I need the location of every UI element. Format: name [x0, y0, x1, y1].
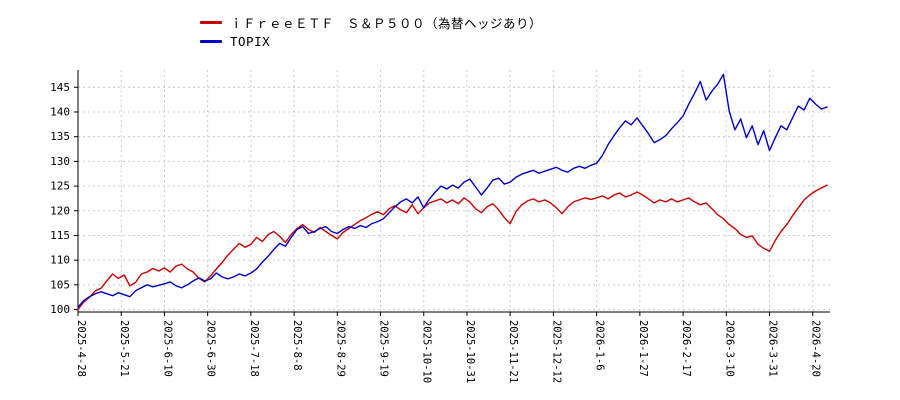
legend-item-sp500-hedged: ｉＦｒｅｅＥＴＦ Ｓ＆Ｐ５００（為替ヘッジあり） — [200, 14, 543, 31]
svg-text:145: 145 — [50, 81, 70, 94]
svg-text:2025-9-19: 2025-9-19 — [378, 320, 390, 377]
svg-text:2025-8-8: 2025-8-8 — [291, 320, 303, 371]
chart-legend: ｉＦｒｅｅＥＴＦ Ｓ＆Ｐ５００（為替ヘッジあり） TOPIX — [200, 14, 542, 49]
svg-text:2026-4-20: 2026-4-20 — [810, 320, 822, 377]
svg-text:110: 110 — [50, 254, 70, 267]
svg-text:135: 135 — [50, 130, 70, 143]
svg-text:2025-7-18: 2025-7-18 — [248, 320, 260, 377]
blue-line-swatch-icon — [200, 39, 222, 43]
svg-text:130: 130 — [50, 155, 70, 168]
red-line-swatch-icon — [200, 20, 222, 24]
svg-text:2026-1-6: 2026-1-6 — [594, 320, 606, 371]
svg-text:2026-2-17: 2026-2-17 — [680, 320, 692, 377]
svg-text:2025-10-10: 2025-10-10 — [421, 320, 433, 383]
svg-text:2025-8-29: 2025-8-29 — [334, 320, 346, 377]
svg-text:120: 120 — [50, 204, 70, 217]
legend-item-topix: TOPIX — [200, 33, 542, 49]
svg-text:2025-4-28: 2025-4-28 — [75, 320, 87, 377]
svg-text:140: 140 — [50, 105, 70, 118]
svg-text:2025-6-10: 2025-6-10 — [161, 320, 173, 377]
svg-text:2025-10-31: 2025-10-31 — [464, 320, 476, 383]
svg-text:2026-3-31: 2026-3-31 — [766, 320, 778, 377]
svg-text:2026-1-27: 2026-1-27 — [637, 320, 649, 377]
svg-text:115: 115 — [50, 229, 70, 242]
svg-text:105: 105 — [50, 278, 70, 291]
svg-text:125: 125 — [50, 180, 70, 193]
svg-text:2025-6-30: 2025-6-30 — [205, 320, 217, 377]
svg-text:2025-11-21: 2025-11-21 — [507, 320, 519, 383]
svg-text:2025-12-12: 2025-12-12 — [550, 320, 562, 383]
svg-text:2026-3-10: 2026-3-10 — [723, 320, 735, 377]
legend-label-topix: TOPIX — [230, 33, 271, 49]
svg-text:2025-5-21: 2025-5-21 — [118, 320, 130, 377]
svg-text:100: 100 — [50, 303, 70, 316]
legend-label-sp500-hedged: ｉＦｒｅｅＥＴＦ Ｓ＆Ｐ５００（為替ヘッジあり） — [230, 15, 543, 31]
